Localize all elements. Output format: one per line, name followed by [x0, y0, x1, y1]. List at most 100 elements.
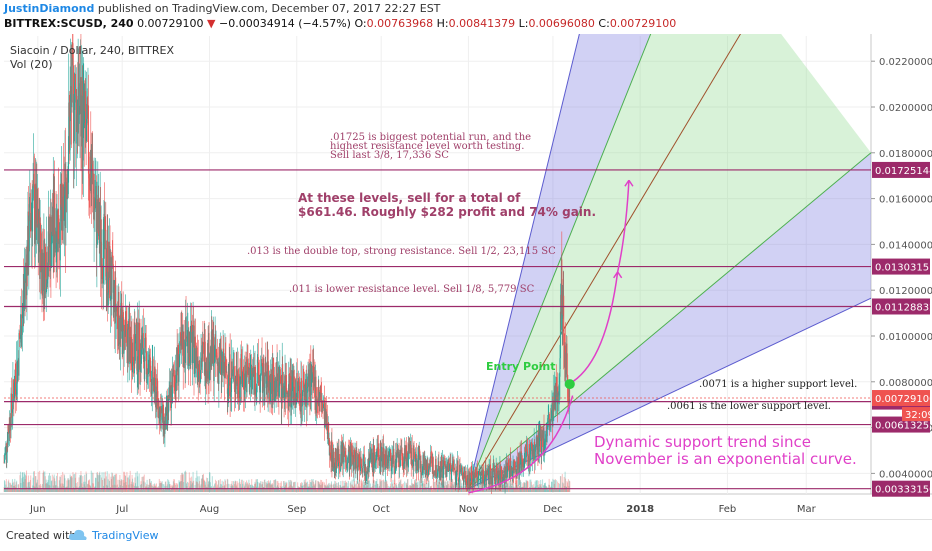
candle-body [430, 456, 432, 458]
candle-body [356, 450, 358, 469]
volume-bar [69, 474, 71, 492]
candle-body [216, 355, 218, 359]
author-link[interactable]: JustinDiamond [4, 2, 95, 15]
volume-bar [131, 481, 133, 492]
volume-bar [354, 487, 356, 492]
candle-body [481, 470, 483, 474]
volume-bar [421, 489, 423, 492]
candle-body [145, 337, 147, 353]
volume-bar [211, 488, 213, 492]
volume-bar [237, 482, 239, 492]
change-value: −0.00034914 (−4.57%) [219, 17, 351, 30]
volume-bar [124, 474, 126, 492]
volume-bar [513, 486, 515, 492]
volume-bar [103, 472, 105, 492]
volume-bar [568, 480, 570, 492]
tradingview-brand-link[interactable]: TradingView [92, 529, 159, 542]
volume-bar [282, 489, 284, 492]
candle-body [529, 460, 531, 462]
candle-body [429, 456, 431, 465]
volume-bar [253, 486, 255, 492]
volume-bar [381, 480, 383, 492]
volume-bar [330, 483, 332, 492]
candle-body [529, 450, 531, 461]
candle-body [335, 451, 337, 470]
candle-body [477, 481, 479, 485]
candle-body [347, 462, 349, 464]
candle-body [179, 332, 181, 356]
candle-body [124, 324, 126, 331]
volume-bar [448, 488, 450, 492]
volume-bar [444, 480, 446, 492]
volume-bar [369, 487, 371, 492]
close-value: 0.00729100 [609, 17, 677, 30]
volume-bar [156, 488, 158, 492]
volume-bar [58, 480, 60, 492]
volume-bar [201, 478, 203, 492]
candle-body [148, 359, 149, 375]
volume-bar [264, 489, 266, 492]
candle-body [20, 314, 22, 347]
volume-bar [111, 473, 113, 492]
candle-body [295, 394, 297, 405]
volume-bar [470, 488, 472, 492]
candle-body [338, 449, 340, 463]
candle-body [17, 360, 19, 382]
candle-body [204, 341, 206, 382]
volume-bar [99, 474, 101, 492]
volume-bar [302, 487, 304, 492]
volume-bar [94, 477, 96, 492]
candle-body [258, 377, 260, 383]
candle-body [328, 423, 330, 445]
x-tick-label: Dec [543, 504, 562, 515]
volume-bar [367, 483, 369, 492]
candle-body [538, 433, 540, 452]
volume-bar [22, 472, 24, 492]
volume-bar [422, 483, 424, 492]
candle-body [307, 386, 309, 388]
candle-body [65, 182, 67, 229]
volume-bar [11, 479, 13, 492]
candle-body [485, 471, 487, 485]
volume-bar [46, 483, 48, 492]
volume-bar [34, 476, 36, 492]
volume-bar [435, 488, 437, 492]
candle-body [388, 454, 390, 469]
volume-bar [371, 489, 373, 492]
volume-bar [78, 488, 80, 492]
volume-bar [386, 483, 388, 492]
volume-bar [58, 487, 60, 492]
candle-body [227, 384, 229, 389]
volume-bar [420, 479, 422, 492]
volume-bar [104, 471, 106, 492]
candle-body [391, 467, 393, 472]
volume-bar [490, 486, 492, 492]
volume-bar [489, 489, 491, 492]
volume-bar [19, 475, 21, 492]
volume-bar [261, 481, 263, 492]
volume-bar [186, 483, 188, 492]
volume-bar [171, 486, 173, 492]
candle-body [287, 392, 289, 403]
volume-bar [448, 481, 450, 492]
volume-bar [291, 481, 293, 492]
volume-bar [59, 476, 61, 492]
volume-bar [160, 483, 162, 492]
candle-body [352, 452, 354, 455]
candle-body [226, 371, 228, 376]
volume-bar [433, 481, 435, 492]
volume-bar [94, 487, 96, 492]
candle-body [187, 329, 189, 366]
volume-bar [279, 489, 281, 492]
volume-bar [162, 489, 164, 492]
volume-bar [51, 474, 53, 492]
volume-bar [391, 482, 393, 492]
candle-body [198, 371, 200, 379]
volume-bar [287, 487, 289, 492]
price-chart[interactable]: 0.022000000.020000000.018000000.01600000… [0, 34, 932, 518]
candle-body [471, 475, 473, 483]
volume-bar [467, 489, 469, 492]
volume-bar [258, 486, 260, 492]
volume-bar [289, 479, 291, 492]
volume-bar [553, 483, 555, 492]
